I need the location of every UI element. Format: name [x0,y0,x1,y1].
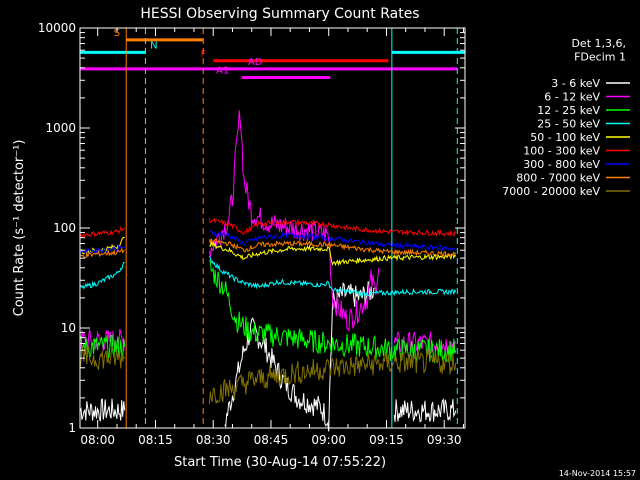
y-tick-label-0: 1 [68,421,76,435]
flag-label-s: S [114,28,120,39]
legend-label-0: 3 - 6 keV [551,77,600,90]
series-line-5-0 [79,225,126,239]
series-line-0-0 [79,398,126,422]
x-tick-label-3: 08:45 [254,433,289,447]
y-tick-label-1: 10 [61,321,76,335]
y-axis-label: Count Rate (s⁻¹ detector⁻¹) [12,140,27,317]
series-line-7-1 [208,238,457,257]
series-line-7-0 [79,247,125,259]
legend-label-8: 7000 - 20000 keV [502,185,600,198]
x-axis-ticks: 08:00 08:15 08:30 08:45 09:00 09:15 09:30 [80,28,464,447]
y-axis-ticks: 1 10 100 1000 10000 [38,21,465,435]
series-line-0-1 [224,281,375,432]
series-lines [79,110,457,432]
y-tick-label-3: 1000 [45,121,76,135]
x-tick-label-1: 08:15 [138,433,173,447]
legend-header-1: FDecim 1 [574,51,626,64]
x-tick-label-4: 09:00 [311,433,346,447]
legend-label-7: 800 - 7000 keV [516,172,600,185]
chart-title: HESSI Observing Summary Count Rates [140,6,419,22]
series-line-1-1 [208,110,380,332]
series-line-8-1 [208,351,395,405]
footer-date: 14-Nov-2014 15:57 [559,469,636,478]
legend-label-5: 100 - 300 keV [523,145,600,158]
legend-label-2: 12 - 25 keV [537,104,600,117]
x-axis-label: Start Time (30-Aug-14 07:55:22) [174,455,386,470]
legend-label-3: 25 - 50 keV [537,118,600,131]
y-tick-label-4: 10000 [38,21,76,35]
flag-label-n: N [150,40,157,51]
series-line-3-0 [79,261,125,290]
y-tick-label-2: 100 [53,221,76,235]
x-tick-label-0: 08:00 [80,433,115,447]
series-line-2-2 [393,337,457,364]
series-line-8-2 [393,349,457,375]
observing-flags: S N F AD A1 [80,28,465,79]
x-tick-label-5: 09:15 [369,433,404,447]
series-line-4-1 [209,241,457,267]
series-line-2-1 [208,260,395,362]
flag-label-f: F [201,49,207,60]
legend-label-4: 50 - 100 keV [530,131,600,144]
flag-label-a1: A1 [216,65,229,76]
series-line-0-2 [393,397,457,423]
series-line-8-0 [79,345,126,371]
series-line-6-1 [209,229,457,252]
legend-label-6: 300 - 800 keV [523,158,600,171]
series-line-5-1 [208,217,457,238]
series-line-3-1 [208,255,457,298]
flag-label-ad: AD [248,57,263,68]
legend-header-0: Det 1,3,6, [571,37,626,50]
legend-label-1: 6 - 12 keV [544,91,600,104]
x-tick-label-6: 09:30 [427,433,462,447]
x-tick-label-2: 08:30 [196,433,231,447]
